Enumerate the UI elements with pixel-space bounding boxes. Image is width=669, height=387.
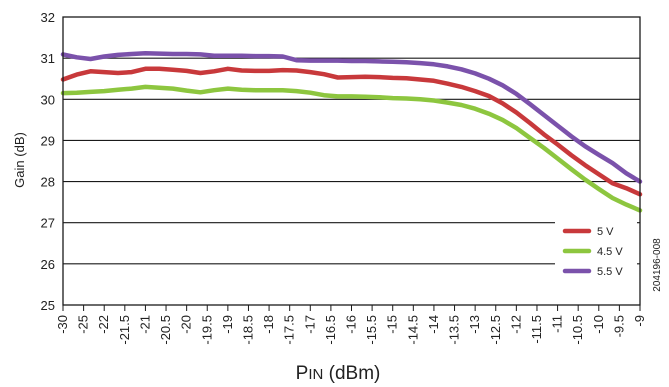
y-tick-label: 25 — [41, 298, 55, 313]
y-tick-label: 26 — [41, 257, 55, 272]
x-tick-label: -22 — [96, 315, 111, 334]
x-axis-title-sub: IN — [308, 366, 323, 383]
x-tick-label: -16.5 — [323, 315, 338, 345]
legend-label: 5 V — [597, 226, 614, 238]
x-axis-title: PIN (dBm) — [296, 363, 381, 384]
data-series — [60, 50, 643, 213]
x-tick-label: -30 — [55, 315, 70, 334]
x-tick-label: -9 — [632, 315, 647, 327]
y-tick-label: 27 — [41, 216, 55, 231]
x-tick-label: -12 — [508, 315, 523, 334]
x-tick-label: -13 — [467, 315, 482, 334]
x-tick-label: -15 — [385, 315, 400, 334]
x-tick-label: -18.5 — [240, 315, 255, 345]
x-tick-label: -20.5 — [158, 315, 173, 345]
x-tick-label: -17 — [302, 315, 317, 334]
y-tick-label: 31 — [41, 51, 55, 66]
y-tick-label: 28 — [41, 175, 55, 190]
series-line — [60, 50, 643, 184]
x-tick-label: -18 — [261, 315, 276, 334]
series-line — [60, 66, 643, 197]
legend-label: 4.5 V — [597, 246, 623, 258]
x-tick-label: -21.5 — [117, 315, 132, 345]
grid-lines — [63, 57, 640, 265]
x-tick-label: -19 — [220, 315, 235, 334]
x-tick-label: -25 — [76, 315, 91, 334]
figure-id: 204196-008 — [652, 238, 663, 292]
x-tick-label: -20 — [179, 315, 194, 334]
x-tick-label: -10 — [591, 315, 606, 334]
x-tick-label: -19.5 — [199, 315, 214, 345]
series-line — [60, 84, 643, 213]
y-tick-label: 32 — [41, 10, 55, 25]
x-tick-label: -14 — [426, 315, 441, 334]
y-tick-label: 29 — [41, 133, 55, 148]
x-tick-label: -12.5 — [488, 315, 503, 345]
y-tick-label: 30 — [41, 92, 55, 107]
x-tick-label: -11 — [550, 315, 565, 333]
legend-label: 5.5 V — [597, 266, 623, 278]
x-tick-label: -16 — [344, 315, 359, 334]
x-tick-label: -21 — [137, 315, 152, 334]
x-tick-label: -10.5 — [570, 315, 585, 345]
axes: 25 26 27 28 29 30 31 32 -30 -25 -22 -21.5 -21 -20.5 -2… — [41, 10, 647, 345]
x-axis-title-rest: (dBm) — [323, 363, 380, 384]
x-tick-label: -13.5 — [447, 315, 462, 345]
y-axis-title: Gain (dB) — [12, 132, 27, 188]
x-tick-label: -9.5 — [611, 315, 626, 337]
legend: 5 V 4.5 V 5.5 V — [555, 217, 637, 283]
x-axis-title-main: P — [296, 363, 309, 384]
x-tick-label: -17.5 — [282, 315, 297, 345]
x-tick-label: -11.5 — [529, 315, 544, 344]
x-tick-label: -14.5 — [405, 315, 420, 345]
x-tick-label: -15.5 — [364, 315, 379, 345]
